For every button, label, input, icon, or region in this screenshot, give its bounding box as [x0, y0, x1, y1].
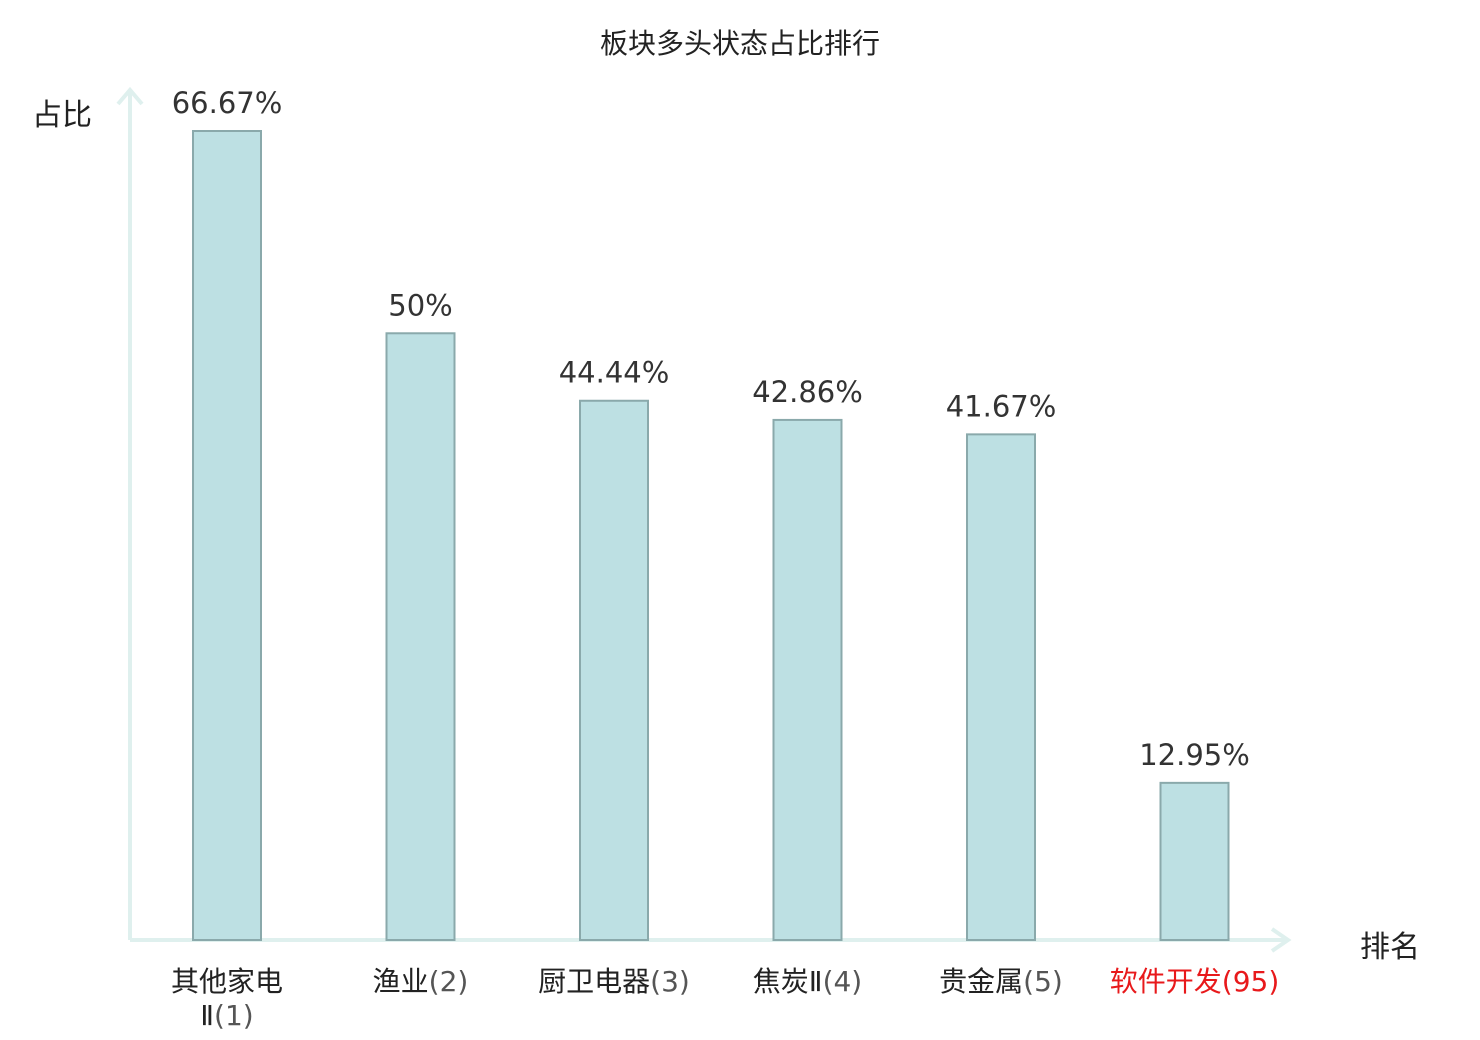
category-label: 其他家电Ⅱ(1)	[157, 965, 297, 1033]
data-label: 12.95%	[1139, 738, 1250, 772]
data-label: 42.86%	[752, 375, 863, 409]
category-label: 渔业(2)	[321, 965, 521, 999]
category-rank: (2)	[428, 965, 469, 998]
x-axis-label: 排名	[1360, 930, 1420, 965]
bar	[772, 418, 843, 941]
bar	[192, 130, 262, 941]
data-label: 44.44%	[559, 356, 670, 390]
category-rank: (3)	[650, 965, 690, 998]
y-axis-arrow	[116, 86, 144, 106]
category-label: 厨卫电器(3)	[514, 965, 714, 999]
data-label: 50%	[388, 288, 452, 322]
category-name: 其他家电Ⅱ	[170, 965, 283, 1032]
y-axis-label: 占比	[32, 98, 92, 133]
category-rank: (4)	[822, 965, 863, 998]
data-label: 41.67%	[946, 389, 1057, 423]
chart-title: 板块多头状态占比排行	[599, 27, 880, 60]
category-rank: (5)	[1023, 965, 1063, 998]
category-name: 软件开发	[1109, 965, 1222, 998]
category-label: 贵金属(5)	[901, 965, 1101, 999]
x-axis-arrow	[1270, 927, 1292, 953]
category-rank: (95)	[1221, 965, 1280, 998]
category-label: 焦炭Ⅱ(4)	[708, 965, 908, 999]
category-label: 软件开发(95)	[1095, 965, 1295, 999]
category-rank: (1)	[214, 999, 254, 1032]
category-name: 焦炭Ⅱ	[752, 965, 823, 998]
bar	[579, 399, 649, 941]
data-label: 66.67%	[172, 86, 283, 120]
bar	[1159, 781, 1230, 942]
bar	[966, 433, 1036, 941]
category-name: 渔业	[372, 965, 429, 998]
category-name: 厨卫电器	[538, 965, 651, 998]
category-name: 贵金属	[939, 965, 1024, 998]
bar	[385, 332, 456, 941]
